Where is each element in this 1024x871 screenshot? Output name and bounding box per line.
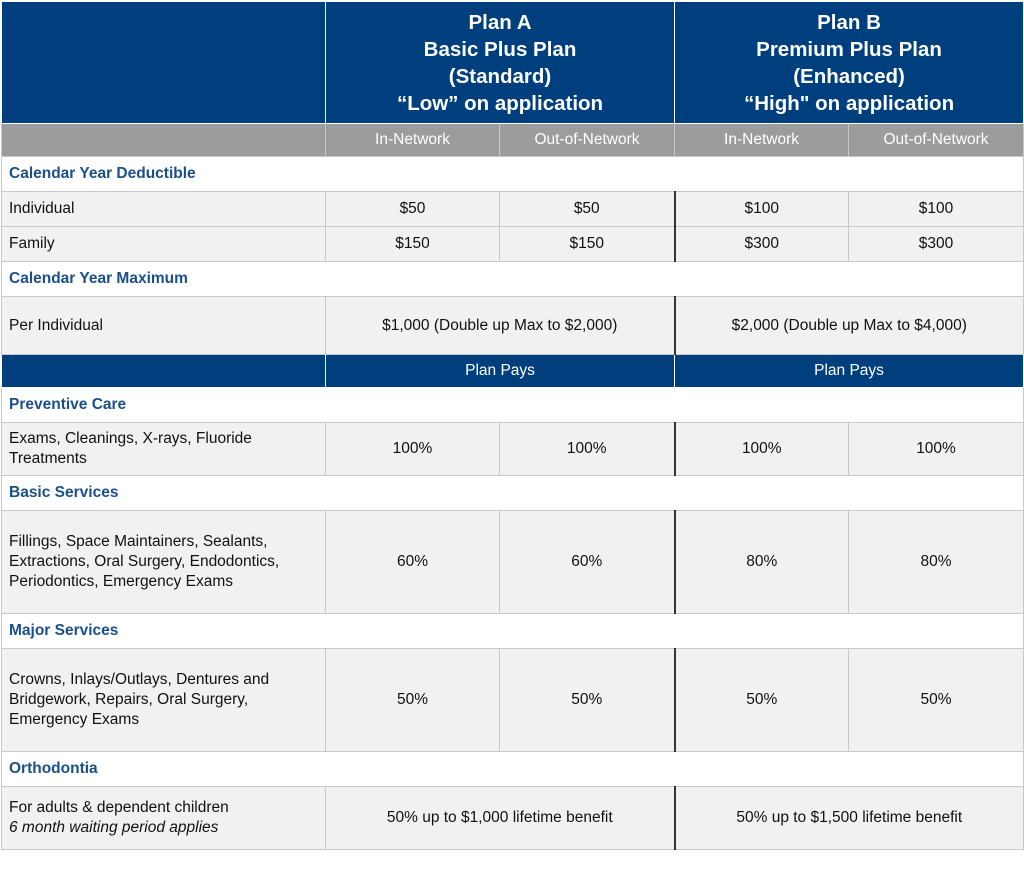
row-label: Exams, Cleanings, X-rays, Fluoride Treat…: [1, 422, 326, 476]
plan-a-out-value: 60%: [498, 510, 676, 614]
plan-a-ortho-value: 50% up to $1,000 lifetime benefit: [324, 786, 676, 850]
table-row-individual-deductible: Individual $50 $50 $100 $100: [1, 191, 1024, 227]
plan-b-ortho-value: 50% up to $1,500 lifetime benefit: [674, 786, 1024, 850]
table-row-preventive: Exams, Cleanings, X-rays, Fluoride Treat…: [1, 422, 1024, 476]
plan-b-in-value: $300: [674, 226, 850, 262]
plan-b-application-note: “High" on application: [743, 91, 955, 115]
plan-a-max-value: $1,000 (Double up Max to $2,000): [324, 296, 676, 355]
plan-a-in-value: $50: [325, 191, 500, 227]
header-corner: [1, 1, 326, 124]
plan-b-out-value: $300: [848, 226, 1024, 262]
plan-a-in-value: 100%: [325, 422, 500, 476]
plan-header-row: Plan A Basic Plus Plan (Standard) “Low” …: [1, 1, 1024, 124]
plan-b-pays-header: Plan Pays: [674, 354, 1024, 388]
section-row-major: Major Services: [0, 613, 1024, 649]
plan-b-out-value: 100%: [848, 422, 1024, 476]
plan-a-title: Basic Plus Plan: [423, 37, 577, 61]
table-row-per-individual-max: Per Individual $1,000 (Double up Max to …: [1, 296, 1024, 355]
section-title-preventive: Preventive Care: [0, 387, 1024, 423]
plan-a-out-value: $50: [498, 191, 676, 227]
network-header-row: In-Network Out-of-Network In-Network Out…: [1, 123, 1024, 157]
table-row-major: Crowns, Inlays/Outlays, Dentures and Bri…: [1, 648, 1024, 752]
plan-a-out-network-header: Out-of-Network: [498, 123, 676, 157]
section-row-ortho: Orthodontia: [0, 751, 1024, 787]
table-row-family-deductible: Family $150 $150 $300 $300: [1, 226, 1024, 262]
section-row-basic: Basic Services: [0, 475, 1024, 511]
plan-a-name: Plan A: [468, 10, 532, 34]
plan-a-in-value: 60%: [325, 510, 500, 614]
section-row-preventive: Preventive Care: [0, 387, 1024, 423]
plan-b-in-value: $100: [674, 191, 850, 227]
plan-a-header: Plan A Basic Plus Plan (Standard) “Low” …: [324, 1, 676, 124]
plan-a-in-network-header: In-Network: [325, 123, 500, 157]
plan-b-in-value: 50%: [674, 648, 850, 752]
section-title-ortho: Orthodontia: [0, 751, 1024, 787]
plan-b-in-value: 100%: [674, 422, 850, 476]
network-header-corner: [1, 123, 326, 157]
plan-pays-corner: [1, 354, 326, 388]
plan-a-in-value: $150: [325, 226, 500, 262]
row-label: For adults & dependent children: [9, 799, 229, 816]
section-title-maximum: Calendar Year Maximum: [0, 261, 1024, 297]
plan-a-out-value: $150: [498, 226, 676, 262]
plan-b-out-value: 50%: [848, 648, 1024, 752]
table-row-ortho: For adults & dependent children 6 month …: [1, 786, 1024, 850]
section-title-major: Major Services: [0, 613, 1024, 649]
section-title-basic: Basic Services: [0, 475, 1024, 511]
section-row-maximum: Calendar Year Maximum: [0, 261, 1024, 297]
plan-b-out-value: $100: [848, 191, 1024, 227]
plan-a-in-value: 50%: [325, 648, 500, 752]
plan-b-header: Plan B Premium Plus Plan (Enhanced) “Hig…: [674, 1, 1024, 124]
plan-b-out-network-header: Out-of-Network: [848, 123, 1024, 157]
plan-a-application-note: “Low” on application: [396, 91, 604, 115]
plan-a-pays-header: Plan Pays: [324, 354, 676, 388]
plan-pays-row: Plan Pays Plan Pays: [1, 354, 1024, 388]
section-row-deductible: Calendar Year Deductible: [0, 156, 1024, 192]
row-label: Family: [1, 226, 326, 262]
row-label: Individual: [1, 191, 326, 227]
plan-a-out-value: 100%: [498, 422, 676, 476]
waiting-period-note: 6 month waiting period applies: [9, 819, 219, 836]
row-label: Fillings, Space Maintainers, Sealants, E…: [1, 510, 326, 614]
plan-b-in-network-header: In-Network: [674, 123, 850, 157]
plan-b-out-value: 80%: [848, 510, 1024, 614]
plan-b-tier: (Enhanced): [793, 64, 905, 88]
table-row-basic: Fillings, Space Maintainers, Sealants, E…: [1, 510, 1024, 614]
plan-b-name: Plan B: [817, 10, 881, 34]
plan-b-max-value: $2,000 (Double up Max to $4,000): [674, 296, 1024, 355]
section-title-deductible: Calendar Year Deductible: [0, 156, 1024, 192]
plan-a-tier: (Standard): [448, 64, 552, 88]
row-label: Per Individual: [1, 296, 326, 355]
row-label: Crowns, Inlays/Outlays, Dentures and Bri…: [1, 648, 326, 752]
plan-a-out-value: 50%: [498, 648, 676, 752]
plan-b-in-value: 80%: [674, 510, 850, 614]
plan-b-title: Premium Plus Plan: [756, 37, 942, 61]
row-label-cell: For adults & dependent children 6 month …: [1, 786, 326, 850]
dental-plan-comparison-table: Plan A Basic Plus Plan (Standard) “Low” …: [0, 1, 1024, 850]
